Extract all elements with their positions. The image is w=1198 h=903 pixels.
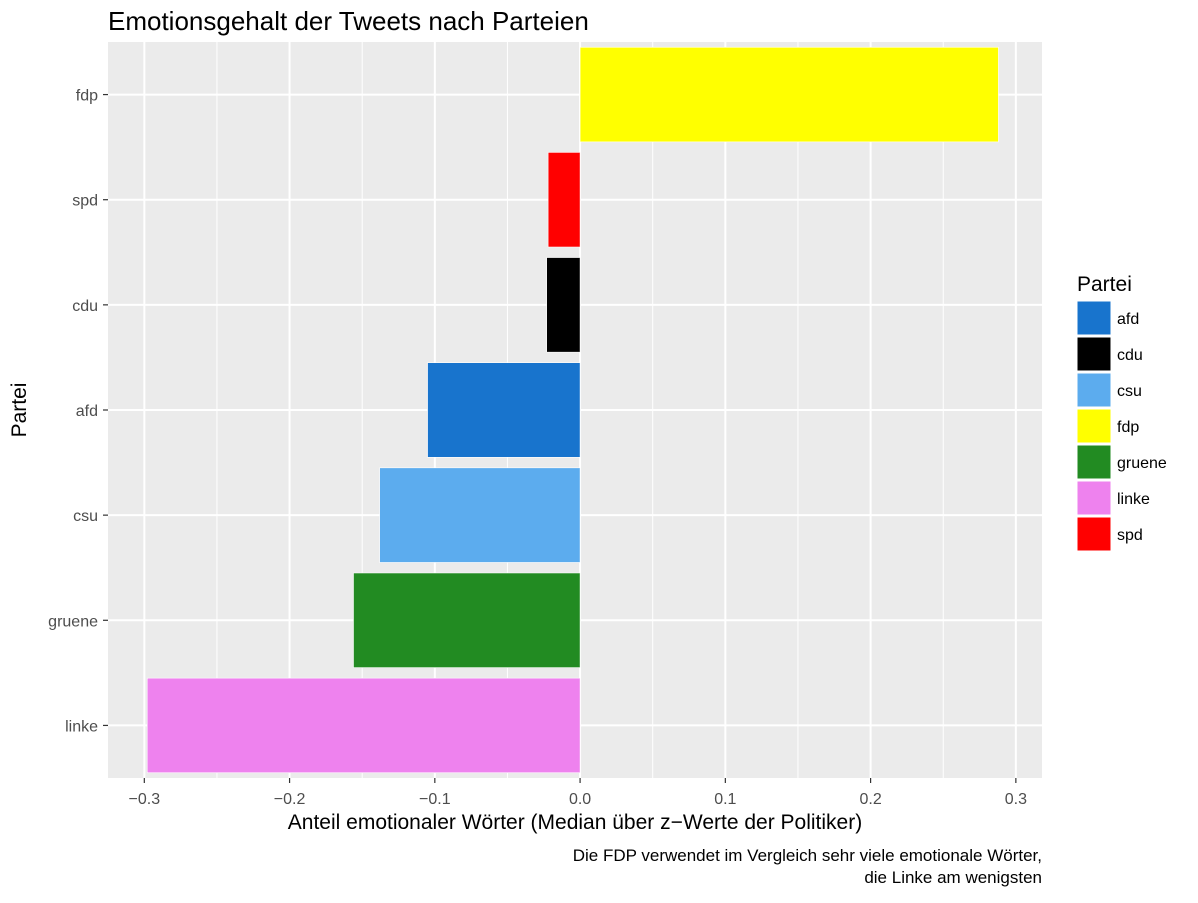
y-tick-label: linke [65, 718, 98, 735]
x-tick-label: −0.3 [129, 791, 161, 808]
caption-line-2: die Linke am wenigsten [864, 868, 1042, 887]
legend: Partei afd cdu csu fdp gruene linke spd [1076, 273, 1167, 552]
x-axis-title: Anteil emotionaler Wörter (Median über z… [288, 811, 862, 834]
bar-spd [547, 152, 581, 248]
legend-label-afd: afd [1117, 311, 1139, 328]
legend-key-linke [1076, 480, 1112, 516]
y-tick-label: fdp [76, 88, 98, 105]
x-tick-label: 0.3 [1005, 791, 1027, 808]
bars-group [146, 46, 999, 774]
y-axis: linke gruene csu afd cdu spd fdp [48, 88, 108, 735]
caption-line-1: Die FDP verwendet im Vergleich sehr viel… [573, 846, 1042, 865]
chart-title: Emotionsgehalt der Tweets nach Parteien [108, 6, 589, 36]
legend-label-csu: csu [1117, 383, 1142, 400]
legend-key-cdu [1076, 336, 1112, 372]
bar-afd [427, 362, 581, 458]
legend-key-spd [1076, 516, 1112, 552]
x-tick-label: 0.1 [714, 791, 736, 808]
legend-label-cdu: cdu [1117, 347, 1143, 364]
legend-key-fdp [1076, 408, 1112, 444]
y-tick-label: csu [73, 508, 98, 525]
bar-linke [146, 677, 581, 774]
y-tick-label: cdu [72, 298, 98, 315]
legend-title: Partei [1077, 273, 1132, 296]
bar-gruene [353, 572, 581, 668]
bar-cdu [546, 257, 581, 353]
legend-key-gruene [1076, 444, 1112, 480]
x-tick-label: −0.1 [419, 791, 451, 808]
y-tick-label: spd [72, 193, 98, 210]
x-tick-label: 0.0 [569, 791, 591, 808]
legend-key-afd [1076, 300, 1112, 336]
legend-label-linke: linke [1117, 491, 1150, 508]
x-axis: −0.3 −0.2 −0.1 0.0 0.1 0.2 0.3 [129, 778, 1027, 808]
legend-key-csu [1076, 372, 1112, 408]
legend-label-spd: spd [1117, 527, 1143, 544]
y-tick-label: gruene [48, 613, 98, 630]
y-axis-title: Partei [8, 383, 31, 438]
legend-label-gruene: gruene [1117, 455, 1167, 472]
bar-csu [379, 467, 581, 563]
y-tick-label: afd [76, 403, 98, 420]
x-tick-label: 0.2 [859, 791, 881, 808]
x-tick-label: −0.2 [274, 791, 306, 808]
legend-label-fdp: fdp [1117, 419, 1139, 436]
bar-fdp [579, 46, 999, 143]
